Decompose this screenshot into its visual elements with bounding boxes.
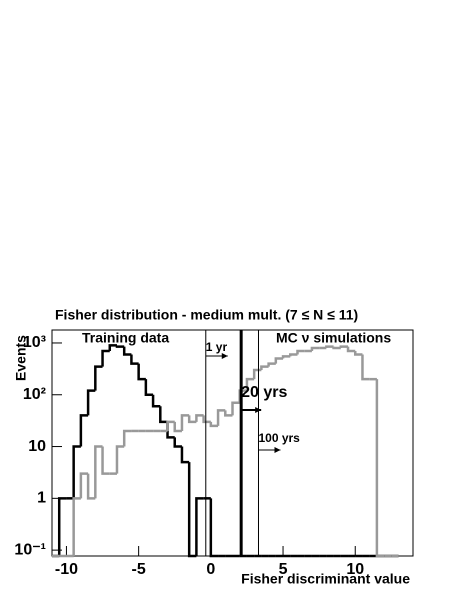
histogram-bin	[122, 429, 132, 447]
histogram-bin	[151, 394, 161, 408]
x-tick-label: 5	[279, 561, 288, 578]
legend-label: Training data	[82, 330, 169, 346]
histogram-bin	[144, 379, 154, 397]
histogram-bin	[173, 421, 182, 433]
histogram-bin	[130, 354, 139, 365]
y-axis-label: Events	[13, 335, 29, 381]
histogram-bin	[180, 446, 190, 464]
annotation: 100 yrs	[258, 431, 300, 445]
histogram-bin	[231, 401, 240, 416]
y-tick-label: 10⁻¹	[14, 541, 46, 558]
histogram-bin	[325, 345, 334, 348]
histogram-bin	[115, 345, 125, 348]
histogram-bin	[245, 377, 255, 391]
histogram-bin	[79, 472, 89, 499]
annotation: 1 yr	[206, 340, 228, 354]
histogram-bin	[180, 414, 190, 431]
histogram-bin	[353, 350, 363, 356]
histogram-bin	[159, 406, 168, 424]
histogram-bin	[267, 362, 276, 367]
histogram-bin	[375, 379, 385, 558]
histogram-bin	[137, 363, 146, 381]
histogram-bin	[94, 365, 103, 391]
histogram-bin	[187, 415, 197, 424]
y-tick-label: 10³	[23, 334, 46, 351]
histogram-bin	[108, 344, 117, 351]
histogram-bin	[252, 368, 262, 380]
histogram-bin	[72, 445, 81, 499]
y-tick-label: 10²	[23, 386, 46, 403]
x-tick-label: 0	[206, 561, 215, 578]
histogram-bin	[101, 349, 110, 367]
histogram-bin	[274, 357, 284, 364]
histogram-bin	[209, 498, 219, 558]
histogram-bin	[296, 349, 305, 355]
histogram-bin	[195, 497, 204, 556]
histogram-bin	[173, 437, 182, 448]
histogram-bin	[86, 389, 96, 416]
histogram-bin	[281, 355, 291, 359]
histogram-bin	[122, 346, 132, 356]
histogram-bin	[216, 409, 226, 426]
arrow-head	[221, 353, 228, 359]
histogram-bin	[289, 353, 298, 357]
histogram-bin	[79, 414, 89, 447]
y-tick-label: 10	[28, 438, 46, 455]
x-tick-label: -5	[132, 561, 146, 578]
plot-frame	[51, 329, 414, 557]
histogram-bin	[339, 345, 349, 348]
histogram-bin	[224, 410, 233, 417]
histogram-bin	[310, 346, 320, 351]
annotation: 20 yrs	[241, 384, 287, 401]
histogram-bin	[260, 365, 269, 371]
histogram-bin	[57, 497, 67, 556]
histogram-bin	[101, 446, 110, 475]
x-axis-label: Fisher discriminant value	[241, 571, 410, 587]
histogram-bin	[332, 346, 341, 350]
legend-label: MC ν simulations	[276, 330, 391, 346]
histogram-bin	[346, 346, 356, 353]
x-tick-label: 10	[346, 561, 364, 578]
histogram-bin	[72, 497, 81, 556]
chart-title: Fisher distribution - medium mult. (7 ≤ …	[55, 307, 358, 323]
histogram-bin	[166, 420, 175, 431]
histogram-bin	[209, 421, 219, 428]
arrow-head	[274, 447, 281, 453]
histogram-bin	[187, 462, 197, 558]
histogram-bin	[115, 445, 125, 474]
histogram-bin	[202, 415, 211, 424]
histogram-bin	[361, 354, 370, 381]
y-tick-label: 1	[37, 490, 46, 507]
histogram-bin	[94, 445, 103, 499]
histogram-bin	[86, 473, 96, 500]
histogram-bin	[195, 414, 204, 422]
x-tick-label: -10	[55, 561, 78, 578]
